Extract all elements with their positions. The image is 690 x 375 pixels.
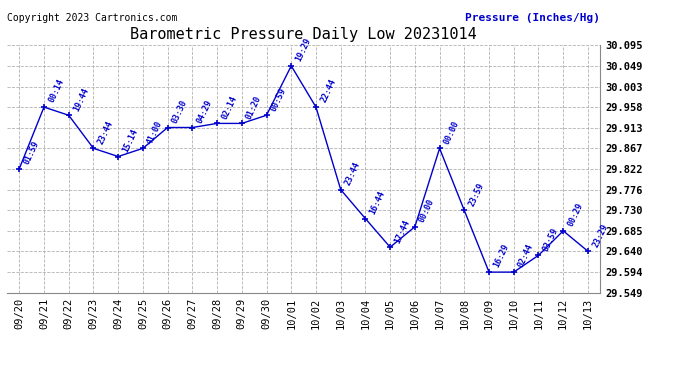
- Text: 19:44: 19:44: [72, 86, 90, 112]
- Text: 02:44: 02:44: [517, 243, 535, 269]
- Text: 01:20: 01:20: [244, 94, 264, 121]
- Text: 04:29: 04:29: [195, 98, 214, 125]
- Text: 23:44: 23:44: [344, 160, 362, 187]
- Text: 16:44: 16:44: [368, 189, 387, 216]
- Text: 00:59: 00:59: [269, 86, 288, 112]
- Text: Copyright 2023 Cartronics.com: Copyright 2023 Cartronics.com: [7, 13, 177, 23]
- Text: 15:14: 15:14: [121, 127, 139, 154]
- Text: 03:59: 03:59: [541, 226, 560, 252]
- Text: 23:44: 23:44: [96, 119, 115, 146]
- Text: 41:00: 41:00: [146, 119, 164, 146]
- Text: 19:29: 19:29: [294, 37, 313, 63]
- Text: 00:00: 00:00: [417, 198, 436, 224]
- Text: 22:44: 22:44: [319, 78, 337, 104]
- Text: 17:44: 17:44: [393, 218, 412, 244]
- Text: 16:29: 16:29: [492, 243, 511, 269]
- Text: 23:29: 23:29: [591, 222, 609, 249]
- Text: 00:14: 00:14: [47, 78, 66, 104]
- Text: Pressure (Inches/Hg): Pressure (Inches/Hg): [465, 13, 600, 23]
- Text: 23:59: 23:59: [467, 181, 486, 208]
- Text: 01:59: 01:59: [22, 140, 41, 166]
- Text: 03:30: 03:30: [170, 98, 189, 125]
- Text: 02:14: 02:14: [220, 94, 239, 121]
- Text: 00:29: 00:29: [566, 202, 584, 228]
- Title: Barometric Pressure Daily Low 20231014: Barometric Pressure Daily Low 20231014: [130, 27, 477, 42]
- Text: 00:00: 00:00: [442, 119, 461, 146]
